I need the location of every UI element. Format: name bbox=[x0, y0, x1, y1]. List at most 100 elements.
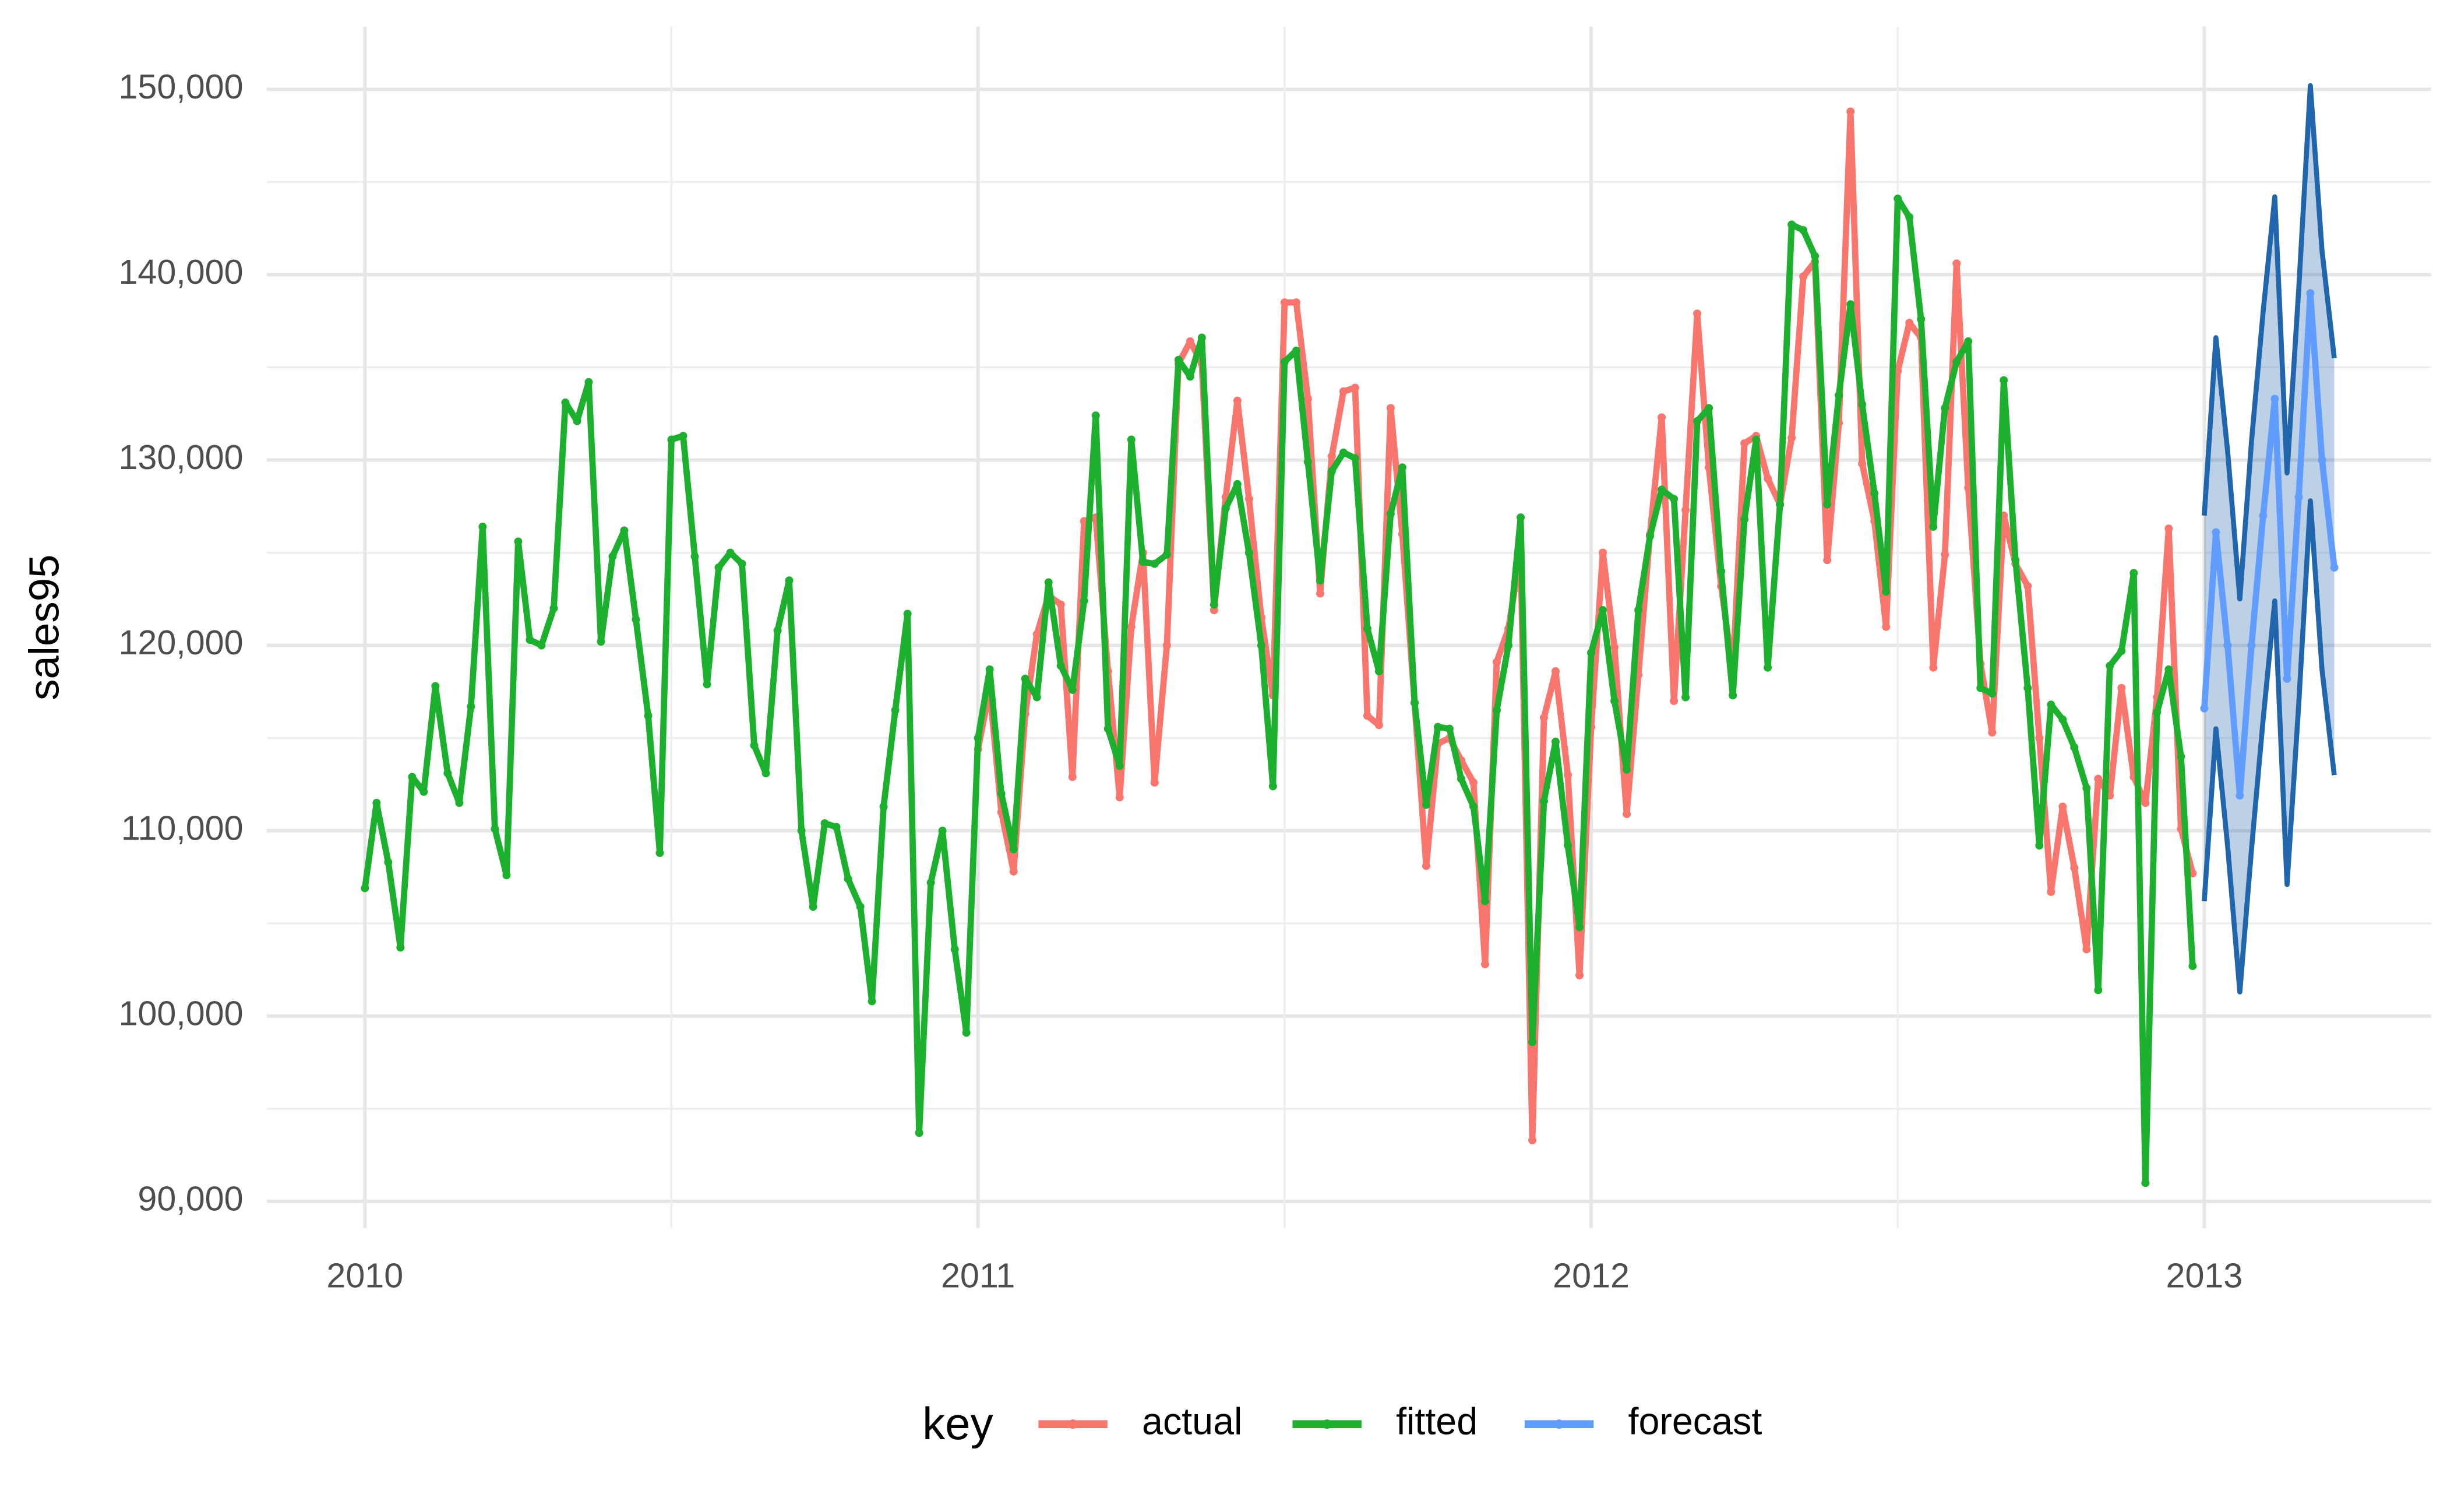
point bbox=[1398, 463, 1406, 472]
point bbox=[1764, 663, 1772, 672]
y-tick-label: 90,000 bbox=[137, 1179, 243, 1218]
point bbox=[2082, 945, 2091, 954]
y-axis-title: sales95 bbox=[20, 555, 68, 700]
point bbox=[1905, 319, 1914, 327]
point bbox=[526, 636, 534, 644]
point bbox=[2223, 641, 2232, 650]
point bbox=[1670, 495, 1679, 503]
point bbox=[1374, 667, 1383, 676]
point bbox=[2011, 556, 2020, 565]
point bbox=[1976, 683, 1985, 692]
point bbox=[1610, 643, 1619, 651]
x-tick-label: 2013 bbox=[2166, 1256, 2243, 1295]
point bbox=[1540, 713, 1549, 722]
point bbox=[1670, 697, 1679, 706]
point bbox=[1646, 531, 1655, 540]
point bbox=[1233, 396, 1242, 405]
point bbox=[1681, 693, 1690, 702]
point bbox=[1009, 845, 1018, 854]
point bbox=[1433, 722, 1442, 731]
point bbox=[1386, 404, 1395, 413]
point bbox=[1952, 259, 1961, 268]
point bbox=[491, 824, 499, 833]
point bbox=[620, 526, 629, 535]
legend-swatch-point bbox=[1554, 1419, 1564, 1429]
point bbox=[1882, 587, 1891, 596]
point bbox=[903, 609, 912, 618]
point bbox=[2247, 641, 2256, 650]
point bbox=[1009, 867, 1018, 876]
point bbox=[1623, 765, 1631, 774]
point bbox=[1221, 504, 1230, 513]
point bbox=[2318, 456, 2326, 464]
point bbox=[1988, 689, 1997, 698]
point bbox=[1740, 439, 1749, 447]
point bbox=[632, 615, 640, 624]
point bbox=[1740, 515, 1749, 524]
point bbox=[2330, 563, 2339, 572]
point bbox=[1056, 661, 1065, 670]
point bbox=[1068, 773, 1077, 781]
point bbox=[2023, 683, 2032, 692]
point bbox=[1540, 796, 1549, 805]
point bbox=[2058, 802, 2067, 811]
point bbox=[1410, 699, 1419, 707]
point bbox=[561, 398, 570, 407]
series-line bbox=[975, 108, 2196, 1144]
series-line bbox=[2201, 290, 2337, 799]
point bbox=[1103, 724, 1112, 733]
point bbox=[1693, 309, 1702, 318]
point bbox=[1658, 413, 1666, 422]
point bbox=[2082, 784, 2091, 792]
y-tick-label: 130,000 bbox=[118, 438, 243, 477]
point bbox=[1174, 355, 1183, 364]
y-tick-label: 140,000 bbox=[118, 252, 243, 291]
point bbox=[1056, 600, 1065, 609]
point bbox=[2164, 665, 2173, 674]
point bbox=[1623, 810, 1631, 819]
point bbox=[2294, 493, 2303, 502]
legend-label: fitted bbox=[1396, 1400, 1478, 1442]
interval-upper bbox=[2202, 83, 2337, 602]
point bbox=[1492, 706, 1501, 714]
point bbox=[2000, 376, 2008, 385]
point bbox=[608, 552, 617, 561]
point bbox=[1480, 960, 1489, 968]
point bbox=[1162, 641, 1171, 650]
point bbox=[2283, 674, 2291, 683]
point bbox=[1280, 357, 1289, 366]
y-tick-label: 100,000 bbox=[118, 993, 243, 1032]
point bbox=[2236, 791, 2244, 800]
point bbox=[2047, 700, 2055, 709]
point bbox=[703, 680, 711, 689]
point bbox=[1339, 387, 1348, 396]
grid: 90,000 100,000 110,000 120,000 130,000 140,00… bbox=[118, 26, 2431, 1295]
point bbox=[1021, 674, 1029, 683]
point bbox=[1351, 383, 1359, 392]
point bbox=[2070, 864, 2079, 872]
point bbox=[1787, 220, 1796, 229]
point bbox=[372, 799, 381, 808]
point bbox=[2094, 774, 2103, 783]
point bbox=[1363, 711, 1371, 720]
legend-label: actual bbox=[1142, 1400, 1242, 1442]
point bbox=[2200, 704, 2209, 713]
point bbox=[1197, 333, 1206, 342]
point bbox=[1363, 624, 1371, 633]
point bbox=[761, 769, 770, 778]
point bbox=[1988, 728, 1997, 737]
point bbox=[1599, 606, 1607, 615]
point bbox=[1835, 391, 1843, 400]
point bbox=[1941, 404, 1949, 413]
point bbox=[455, 799, 464, 808]
point bbox=[396, 943, 405, 952]
point bbox=[1610, 697, 1619, 706]
point bbox=[868, 997, 876, 1006]
point bbox=[1823, 500, 1832, 509]
point bbox=[1127, 622, 1136, 631]
point bbox=[2070, 743, 2079, 752]
point bbox=[1929, 663, 1938, 672]
point bbox=[2117, 647, 2126, 655]
point bbox=[1186, 337, 1194, 346]
point bbox=[832, 823, 841, 831]
